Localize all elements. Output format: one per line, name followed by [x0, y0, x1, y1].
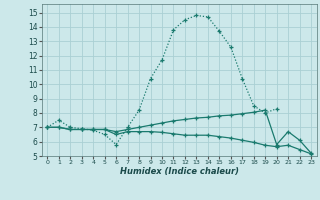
- X-axis label: Humidex (Indice chaleur): Humidex (Indice chaleur): [120, 167, 239, 176]
